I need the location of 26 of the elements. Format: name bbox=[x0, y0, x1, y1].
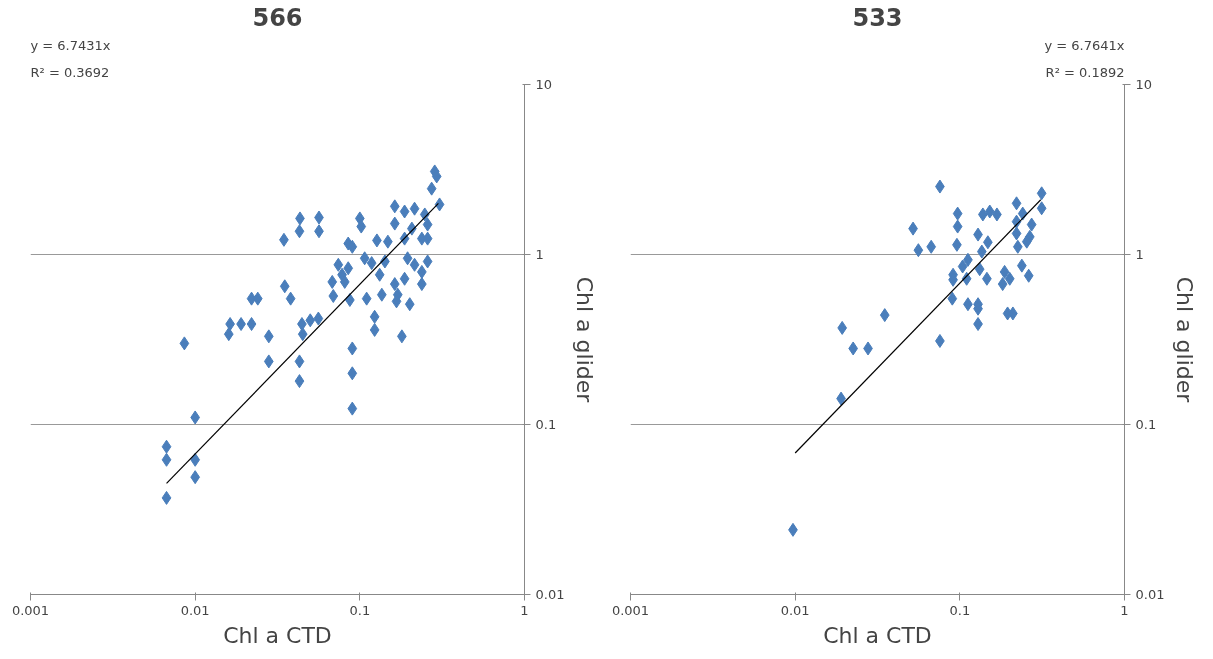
chart-title: 566 bbox=[252, 3, 303, 32]
text: R² = 0.3692 bbox=[30, 64, 110, 80]
chart-title: 533 bbox=[852, 3, 903, 32]
y-axis-title: Chl a glider bbox=[1172, 276, 1198, 404]
y-tick-label: 10 bbox=[1135, 77, 1153, 92]
y-axis-title: Chl a glider bbox=[572, 276, 598, 404]
y-tick-label: 0.01 bbox=[1135, 587, 1165, 602]
y-tick-label: 0.01 bbox=[535, 587, 565, 602]
y-tick-label: 0.1 bbox=[535, 417, 557, 432]
x-tick-label: 1 bbox=[1120, 602, 1129, 618]
y-tick-label: 0.1 bbox=[1135, 417, 1157, 432]
text: R² = 0.1892 bbox=[1045, 64, 1125, 80]
x-tick-label: 1 bbox=[520, 602, 529, 618]
x-tick-label: 0.01 bbox=[180, 602, 210, 618]
y-tick-label: 1 bbox=[535, 247, 544, 262]
x-tick-label: 0.01 bbox=[780, 602, 810, 618]
x-tick-label: 0.001 bbox=[11, 602, 50, 618]
x-axis-title: Chl a CTD bbox=[223, 622, 332, 648]
x-tick-label: 0.1 bbox=[949, 602, 971, 618]
y-tick-label: 10 bbox=[535, 77, 553, 92]
x-axis-title: Chl a CTD bbox=[823, 622, 932, 648]
x-tick-label: 0.001 bbox=[611, 602, 650, 618]
x-tick-label: 0.1 bbox=[349, 602, 371, 618]
y-tick-label: 1 bbox=[1135, 247, 1144, 262]
text: y = 6.7641x bbox=[1044, 37, 1125, 53]
text: y = 6.7431x bbox=[30, 37, 111, 53]
